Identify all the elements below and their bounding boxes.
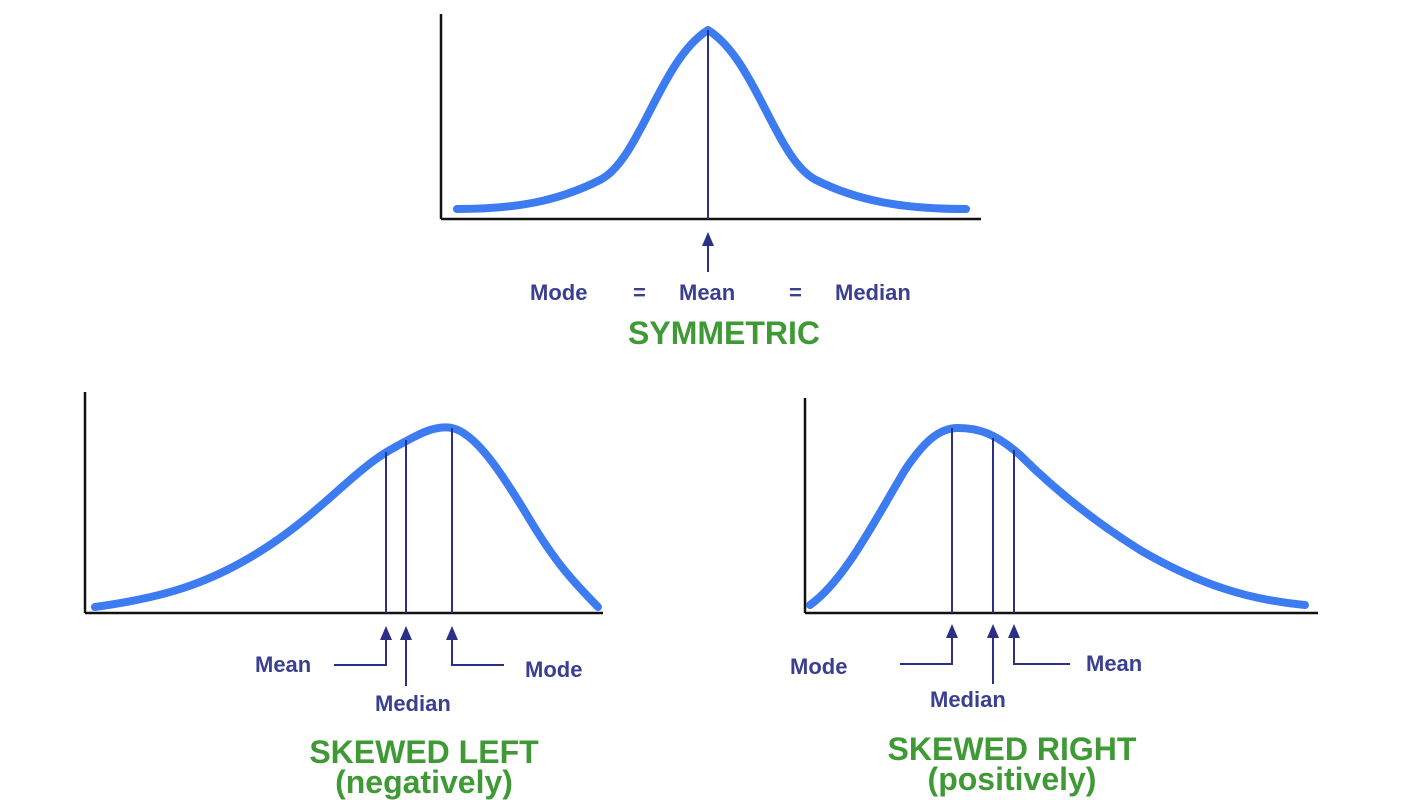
left-subtitle: (negatively) (335, 764, 513, 800)
left-mode-pointer (451, 640, 504, 666)
symmetric-median-label: Median (835, 280, 911, 305)
right-mode-label: Mode (790, 654, 847, 679)
symmetric-panel: Mode = Mean = Median SYMMETRIC (439, 14, 981, 351)
symmetric-equals-2: = (789, 280, 802, 305)
right-mean-pointer (1013, 638, 1070, 665)
symmetric-mode-label: Mode (530, 280, 587, 305)
skewed-right-panel: Mode Median Mean SKEWED RIGHT (positivel… (790, 398, 1318, 797)
right-median-label: Median (930, 687, 1006, 712)
symmetric-arrow-icon (702, 232, 714, 246)
right-mode-arrow-icon (946, 624, 958, 638)
left-mode-arrow-icon (446, 626, 458, 640)
left-mean-label: Mean (255, 652, 311, 677)
right-subtitle: (positively) (928, 761, 1097, 797)
right-mean-label: Mean (1086, 651, 1142, 676)
left-mean-arrow-icon (380, 626, 392, 640)
right-title: SKEWED RIGHT (888, 731, 1137, 767)
right-mean-arrow-icon (1008, 624, 1020, 638)
left-title: SKEWED LEFT (309, 734, 539, 770)
right-distribution-curve (806, 424, 1309, 609)
left-median-label: Median (375, 691, 451, 716)
symmetric-mean-label: Mean (679, 280, 735, 305)
skewed-left-panel: Mean Median Mode SKEWED LEFT (negatively… (83, 392, 603, 800)
symmetric-equals-1: = (633, 280, 646, 305)
right-median-arrow-icon (987, 624, 999, 638)
left-mode-label: Mode (525, 657, 582, 682)
symmetric-distribution-curve (453, 26, 970, 213)
right-mode-pointer (900, 638, 953, 665)
symmetric-title: SYMMETRIC (628, 315, 820, 351)
left-mean-pointer (334, 640, 387, 666)
left-distribution-curve (91, 423, 602, 611)
left-median-arrow-icon (400, 626, 412, 640)
